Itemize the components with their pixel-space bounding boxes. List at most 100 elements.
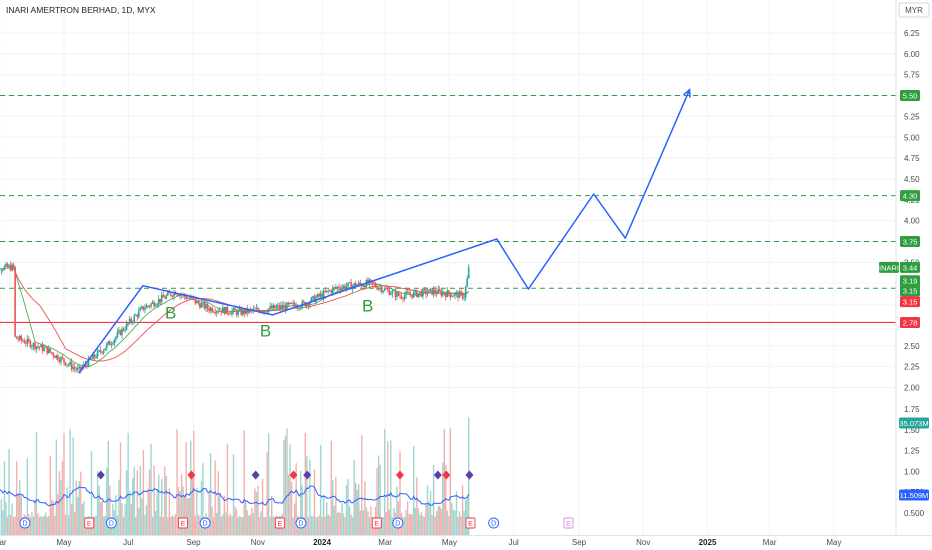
candle-body: [191, 297, 194, 299]
candle-body: [151, 302, 154, 304]
volume-bar: [437, 506, 439, 535]
volume-bar: [449, 428, 452, 535]
volume-bar: [463, 510, 465, 535]
candle-body: [23, 341, 26, 344]
candle-body: [370, 279, 372, 281]
price-tick-label: 6.25: [904, 29, 920, 38]
volume-bar: [162, 517, 164, 535]
volume-bar: [358, 484, 360, 535]
candle-body: [309, 302, 311, 306]
candle-body: [148, 305, 151, 307]
volume-bar: [309, 460, 311, 535]
volume-bar: [370, 506, 372, 535]
candle-body: [231, 310, 233, 315]
volume-bar: [17, 493, 19, 535]
time-tick-label: May: [442, 538, 457, 547]
candle-body: [344, 285, 346, 289]
candle-body: [154, 305, 157, 307]
candle-body: [11, 264, 13, 271]
volume-bar: [344, 517, 346, 535]
volume-bar: [168, 488, 171, 535]
candle-body: [69, 362, 71, 365]
candle-body: [331, 287, 334, 293]
time-tick-label: Nov: [251, 538, 265, 547]
pattern-label-b: B: [165, 303, 176, 322]
candle-body: [86, 365, 88, 367]
volume-bar: [150, 443, 152, 535]
volume-bar: [232, 454, 235, 535]
candle-body: [162, 294, 165, 298]
candle-body: [138, 310, 140, 317]
candle-body: [105, 343, 108, 349]
volume-bar: [231, 516, 233, 535]
candle-body: [415, 290, 418, 297]
candle-body: [269, 306, 271, 309]
candle-body: [359, 282, 362, 285]
volume-bar: [388, 509, 391, 535]
volume-bar: [157, 474, 160, 535]
time-tick-label: Jul: [509, 538, 519, 547]
ma-fast-line: [0, 266, 470, 368]
volume-bar: [161, 478, 163, 535]
volume-bar: [445, 465, 447, 535]
volume-bar: [316, 517, 319, 535]
currency-button[interactable]: [898, 2, 930, 18]
time-axis[interactable]: Mar May Jul Sep Nov 2024 Mar May Jul Sep Nov 2025 Ma…: [0, 538, 841, 547]
volume-bar: [460, 516, 462, 535]
volume-bar: [38, 516, 41, 535]
price-tick-label: 5.00: [904, 133, 920, 142]
volume-bar: [64, 514, 67, 535]
candle-body: [197, 300, 200, 304]
volume-bar: [34, 500, 36, 535]
candle-body: [464, 286, 467, 298]
candle-body: [60, 357, 62, 362]
volume-bar: [75, 480, 77, 535]
candle-body: [321, 293, 323, 298]
volume-bar: [455, 491, 458, 535]
volume-bar: [119, 442, 122, 535]
volume-bar: [98, 485, 100, 535]
volume-bar: [330, 440, 332, 535]
volume-bar: [390, 440, 392, 535]
volume-bar: [228, 515, 230, 535]
volume-bar: [214, 460, 216, 535]
volume-bar: [379, 464, 381, 535]
volume-bar: [419, 515, 421, 535]
earnings-marker: [274, 517, 285, 529]
time-tick-label: Mar: [0, 538, 7, 547]
candle-body: [32, 342, 35, 347]
dividend-marker: [105, 517, 117, 529]
candle-body: [3, 266, 6, 270]
candle-body: [194, 298, 197, 304]
candle-body: [357, 282, 360, 285]
volume-bar: [133, 467, 135, 535]
candle-body: [186, 298, 189, 299]
candle-body: [18, 336, 21, 340]
candle-body: [21, 340, 24, 342]
volume-bar: [95, 515, 97, 535]
price-axis[interactable]: 6.256.005.755.505.255.004.754.504.254.00…: [904, 29, 920, 393]
dividend-marker-label: D: [298, 521, 303, 528]
candle-body: [168, 292, 171, 294]
candle-body: [73, 367, 76, 369]
candle-body: [78, 366, 81, 369]
candle-body: [55, 355, 58, 358]
volume-bar: [338, 511, 340, 535]
candle-body: [393, 290, 395, 292]
volume-bar: [434, 516, 436, 535]
volume-bar: [193, 431, 195, 535]
volume-bar: [376, 467, 378, 535]
volume-bar: [339, 513, 342, 535]
volume-bar: [77, 496, 79, 535]
volume-bar: [263, 517, 265, 535]
volume-bar: [32, 516, 35, 535]
candle-body: [383, 288, 386, 291]
volume-bar: [443, 428, 445, 535]
candle-body: [47, 348, 50, 354]
volume-bar: [226, 444, 229, 535]
volume-bar: [300, 470, 302, 535]
candle-body: [435, 293, 438, 294]
volume-tick-label: 1.25: [904, 447, 920, 456]
candle-body: [354, 283, 357, 287]
